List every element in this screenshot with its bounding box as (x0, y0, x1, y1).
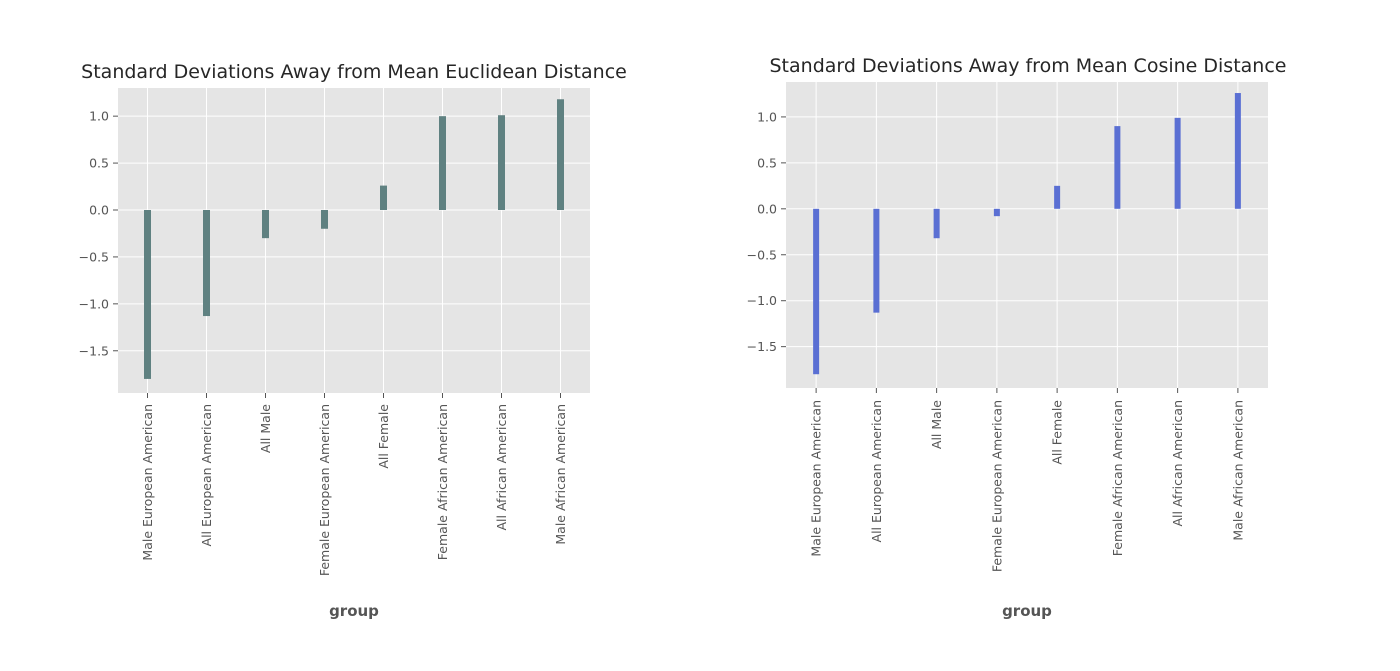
category-label: All Male (258, 404, 273, 453)
x-axis-label: group (1002, 602, 1052, 620)
y-tick-label: −0.5 (747, 247, 777, 262)
y-tick-label: −0.5 (79, 249, 109, 264)
category-label: All Female (376, 404, 391, 469)
category-label: All European American (869, 400, 884, 542)
category-label: All African American (494, 404, 509, 531)
category-label: Female African American (1110, 400, 1125, 556)
bar (1114, 126, 1121, 209)
euclidean-chart: Standard Deviations Away from Mean Eucli… (79, 61, 627, 620)
bar (1234, 93, 1241, 209)
y-tick-label: 1.0 (89, 109, 109, 124)
bar (439, 116, 446, 210)
y-tick-label: 0.5 (89, 156, 109, 171)
category-label: All African American (1170, 400, 1185, 527)
category-label: All Male (929, 400, 944, 449)
y-tick-label: 0.0 (89, 203, 109, 218)
y-tick-label: −1.5 (79, 343, 109, 358)
bar (993, 208, 1000, 217)
bar (557, 99, 564, 210)
bar (262, 210, 269, 239)
plot-area (118, 88, 590, 393)
chart-title: Standard Deviations Away from Mean Cosin… (770, 55, 1287, 77)
y-tick-label: 0.0 (757, 201, 777, 216)
bar (1054, 185, 1061, 209)
bar (873, 208, 880, 313)
category-label: Male European American (809, 400, 824, 557)
bar (1174, 117, 1181, 209)
category-label: Male African American (553, 404, 568, 545)
bar (813, 208, 820, 375)
category-label: All European American (199, 404, 214, 546)
bar (144, 210, 151, 379)
bar (321, 210, 328, 229)
y-tick-label: 0.5 (757, 155, 777, 170)
bar (933, 208, 940, 239)
cosine-chart: Standard Deviations Away from Mean Cosin… (747, 55, 1287, 620)
category-label: Male European American (140, 404, 155, 561)
category-label: Male African American (1230, 400, 1245, 541)
bar (498, 115, 505, 210)
plot-area (786, 82, 1268, 388)
x-axis-label: group (329, 602, 379, 620)
bar (380, 185, 387, 210)
category-label: Female European American (317, 404, 332, 576)
y-tick-label: 1.0 (757, 109, 777, 124)
bar (203, 210, 210, 317)
y-tick-label: −1.0 (79, 296, 109, 311)
category-label: All Female (1050, 400, 1065, 465)
category-label: Female African American (435, 404, 450, 560)
chart-title: Standard Deviations Away from Mean Eucli… (81, 61, 627, 83)
category-label: Female European American (989, 400, 1004, 572)
y-tick-label: −1.5 (747, 339, 777, 354)
y-tick-label: −1.0 (747, 293, 777, 308)
